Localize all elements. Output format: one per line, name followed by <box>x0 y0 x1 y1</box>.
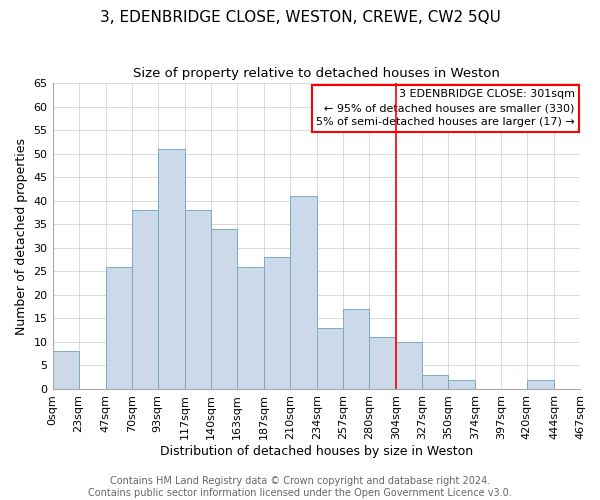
Bar <box>369 337 396 389</box>
Bar <box>131 210 158 389</box>
Bar <box>290 196 317 389</box>
Y-axis label: Number of detached properties: Number of detached properties <box>15 138 28 334</box>
Bar <box>185 210 211 389</box>
Bar <box>236 266 264 389</box>
Bar <box>53 352 79 389</box>
Bar <box>317 328 343 389</box>
X-axis label: Distribution of detached houses by size in Weston: Distribution of detached houses by size … <box>160 444 473 458</box>
Bar <box>106 266 131 389</box>
Bar <box>396 342 422 389</box>
Bar <box>448 380 475 389</box>
Bar <box>158 149 185 389</box>
Text: Contains HM Land Registry data © Crown copyright and database right 2024.
Contai: Contains HM Land Registry data © Crown c… <box>88 476 512 498</box>
Bar <box>422 375 448 389</box>
Bar <box>527 380 554 389</box>
Text: 3 EDENBRIDGE CLOSE: 301sqm
← 95% of detached houses are smaller (330)
5% of semi: 3 EDENBRIDGE CLOSE: 301sqm ← 95% of deta… <box>316 89 575 127</box>
Text: 3, EDENBRIDGE CLOSE, WESTON, CREWE, CW2 5QU: 3, EDENBRIDGE CLOSE, WESTON, CREWE, CW2 … <box>100 10 500 25</box>
Bar <box>211 229 236 389</box>
Bar <box>264 257 290 389</box>
Bar <box>343 309 369 389</box>
Title: Size of property relative to detached houses in Weston: Size of property relative to detached ho… <box>133 68 500 80</box>
